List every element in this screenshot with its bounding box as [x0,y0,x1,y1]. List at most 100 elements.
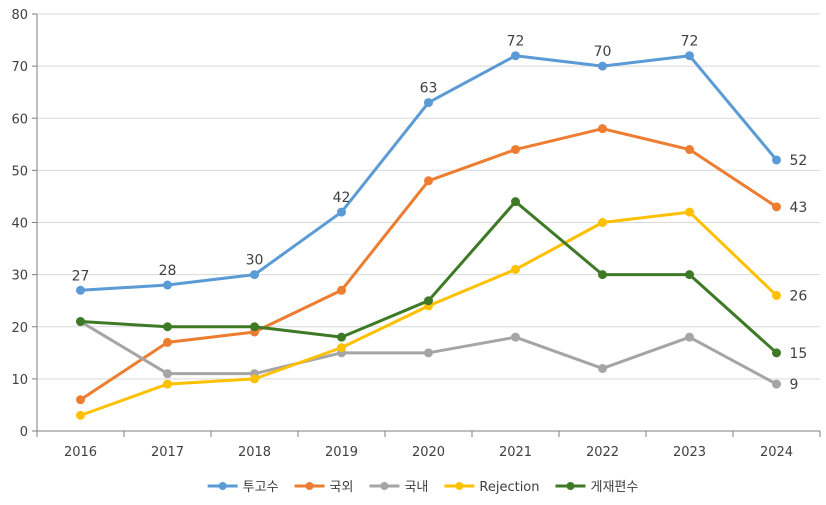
data-point [511,332,520,342]
series-line [79,127,778,402]
x-tick-label: 2020 [412,445,445,460]
data-point [598,363,607,373]
legend-marker [566,482,575,490]
data-point [685,145,694,155]
data-point [163,337,172,347]
data-point [250,270,259,280]
data-label: 52 [790,153,808,169]
data-point [511,197,520,207]
data-point [511,145,520,155]
x-tick-label: 2016 [64,445,97,460]
data-label: 43 [790,200,808,216]
data-label: 70 [594,44,612,60]
x-tick-label: 2017 [151,445,184,460]
y-tick-label: 20 [11,321,28,336]
data-point [163,322,172,332]
legend-item: 투고수 [207,480,279,495]
series-0 [76,51,781,295]
legend-item: 게재편수 [555,480,639,495]
data-point [250,322,259,332]
data-point [424,176,433,186]
data-point [337,285,346,295]
data-point [598,124,607,134]
data-label: 30 [246,253,264,269]
data-labels: 27 28 30 42 63 72 70 72 52 43 9 26 15 [72,34,808,393]
data-point [685,332,694,342]
data-point [772,348,781,358]
series-line [79,200,778,355]
data-point [76,410,85,420]
data-point [598,218,607,227]
data-label: 27 [72,268,90,284]
data-label: 72 [507,34,525,50]
x-tick-label: 2024 [760,445,793,460]
legend-marker [455,482,464,490]
data-label: 42 [333,190,351,206]
legend-marker [305,482,314,490]
y-tick-label: 10 [11,373,28,388]
series-1 [76,124,781,405]
data-point [424,296,433,306]
data-point [424,348,433,358]
x-tick-label: 2018 [238,445,271,460]
series-line [79,210,778,417]
legend-label: 국내 [404,480,428,495]
legend-label: Rejection [479,480,539,495]
series-3 [76,207,781,420]
data-point [685,207,694,217]
data-point [337,332,346,342]
gridlines [37,13,820,380]
x-tick-label: 2023 [673,445,706,460]
data-point [337,343,346,353]
data-point [772,290,781,300]
legend-item: Rejection [444,480,540,495]
data-label: 15 [790,346,808,362]
data-point [76,395,85,405]
legend-item: 국외 [294,480,354,495]
data-point [424,98,433,108]
legend-marker [218,482,227,490]
legend-item: 국내 [369,480,428,495]
x-tick-label: 2021 [499,445,532,460]
data-label: 72 [681,34,699,50]
data-point [250,374,259,384]
data-point [685,270,694,280]
legend: 투고수 국외 국내 Rejection 게재편수 [207,480,639,495]
y-tick-label: 50 [11,164,28,179]
data-point [76,285,85,295]
data-point [163,280,172,290]
y-tick-label: 0 [20,425,28,440]
y-tick-label: 40 [11,217,28,232]
data-point [598,61,607,71]
legend-label: 국외 [330,480,354,495]
x-tick-label: 2022 [586,445,619,460]
data-point [337,207,346,217]
axes: 0 10 20 30 40 50 60 70 80 2016 2017 2018 2019 2020 202… [11,8,821,460]
legend-label: 투고수 [243,480,279,495]
data-point [772,155,781,165]
y-tick-label: 80 [11,8,28,23]
series-4 [76,197,781,358]
data-point [511,51,520,61]
legend-label: 게재편수 [591,480,639,495]
legend-marker [380,482,389,490]
data-point [685,51,694,61]
data-label: 28 [159,263,177,279]
series-group [76,51,781,420]
data-point [598,270,607,280]
data-label: 63 [420,81,438,97]
data-point [511,264,520,274]
data-point [772,202,781,212]
data-label: 26 [790,288,808,304]
data-label: 9 [790,377,799,393]
data-point [772,379,781,389]
y-tick-label: 30 [11,269,28,284]
y-tick-label: 60 [11,112,28,127]
x-tick-label: 2019 [325,445,358,460]
y-tick-label: 70 [11,60,28,75]
data-point [163,369,172,379]
data-point [76,317,85,327]
data-point [163,379,172,389]
